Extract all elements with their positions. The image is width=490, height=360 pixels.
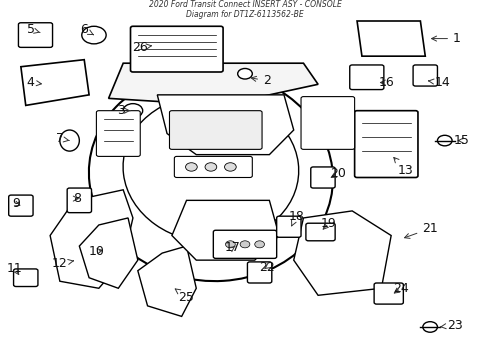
FancyBboxPatch shape	[9, 195, 33, 216]
Circle shape	[123, 104, 143, 118]
Ellipse shape	[60, 130, 79, 151]
Text: 3: 3	[117, 104, 130, 117]
FancyBboxPatch shape	[350, 65, 384, 90]
Text: 9: 9	[12, 197, 20, 210]
Polygon shape	[50, 190, 133, 288]
Text: 26: 26	[132, 41, 151, 54]
Polygon shape	[172, 201, 279, 260]
Ellipse shape	[123, 95, 299, 243]
Text: 21: 21	[405, 222, 438, 238]
Text: 16: 16	[378, 76, 394, 89]
FancyBboxPatch shape	[67, 188, 92, 213]
Circle shape	[423, 322, 438, 332]
Text: 2: 2	[251, 74, 271, 87]
Circle shape	[82, 26, 106, 44]
Polygon shape	[21, 60, 89, 105]
FancyBboxPatch shape	[247, 262, 272, 283]
FancyBboxPatch shape	[413, 65, 438, 86]
Text: 8: 8	[73, 192, 81, 205]
Text: 11: 11	[7, 262, 23, 275]
FancyBboxPatch shape	[374, 283, 403, 304]
Text: 2020 Ford Transit Connect INSERT ASY - CONSOLE
Diagram for DT1Z-6113562-BE: 2020 Ford Transit Connect INSERT ASY - C…	[148, 0, 342, 19]
FancyBboxPatch shape	[355, 111, 418, 177]
Text: 18: 18	[288, 210, 304, 226]
Text: 17: 17	[225, 241, 241, 254]
Polygon shape	[138, 246, 196, 316]
FancyBboxPatch shape	[14, 269, 38, 287]
FancyBboxPatch shape	[311, 167, 335, 188]
FancyBboxPatch shape	[97, 111, 140, 156]
FancyBboxPatch shape	[130, 26, 223, 72]
Text: 5: 5	[26, 23, 40, 36]
FancyBboxPatch shape	[301, 96, 355, 149]
Text: 25: 25	[175, 289, 195, 303]
Circle shape	[438, 135, 452, 146]
FancyBboxPatch shape	[170, 111, 262, 149]
Text: 4: 4	[26, 76, 41, 89]
Circle shape	[240, 241, 250, 248]
FancyBboxPatch shape	[19, 23, 52, 48]
Text: 1: 1	[432, 32, 461, 45]
Text: 19: 19	[321, 217, 337, 230]
Circle shape	[205, 163, 217, 171]
Text: 10: 10	[89, 245, 104, 258]
FancyBboxPatch shape	[213, 230, 277, 258]
Circle shape	[238, 68, 252, 79]
Polygon shape	[109, 63, 318, 105]
Text: 14: 14	[429, 76, 450, 89]
Circle shape	[255, 241, 265, 248]
Text: 15: 15	[454, 134, 470, 147]
Text: 23: 23	[441, 319, 463, 332]
Circle shape	[224, 163, 236, 171]
Polygon shape	[79, 218, 138, 288]
Text: 24: 24	[393, 282, 409, 295]
Polygon shape	[357, 21, 425, 56]
Text: 7: 7	[56, 132, 70, 145]
FancyBboxPatch shape	[277, 216, 301, 237]
FancyBboxPatch shape	[306, 223, 335, 241]
Text: 12: 12	[52, 257, 74, 270]
Text: 6: 6	[80, 23, 94, 36]
Text: 22: 22	[259, 261, 275, 274]
Ellipse shape	[89, 70, 333, 281]
Text: 13: 13	[394, 157, 414, 177]
Text: 20: 20	[330, 167, 345, 180]
Polygon shape	[294, 211, 391, 295]
FancyBboxPatch shape	[174, 156, 252, 177]
Circle shape	[225, 241, 235, 248]
Polygon shape	[157, 95, 294, 155]
Circle shape	[186, 163, 197, 171]
